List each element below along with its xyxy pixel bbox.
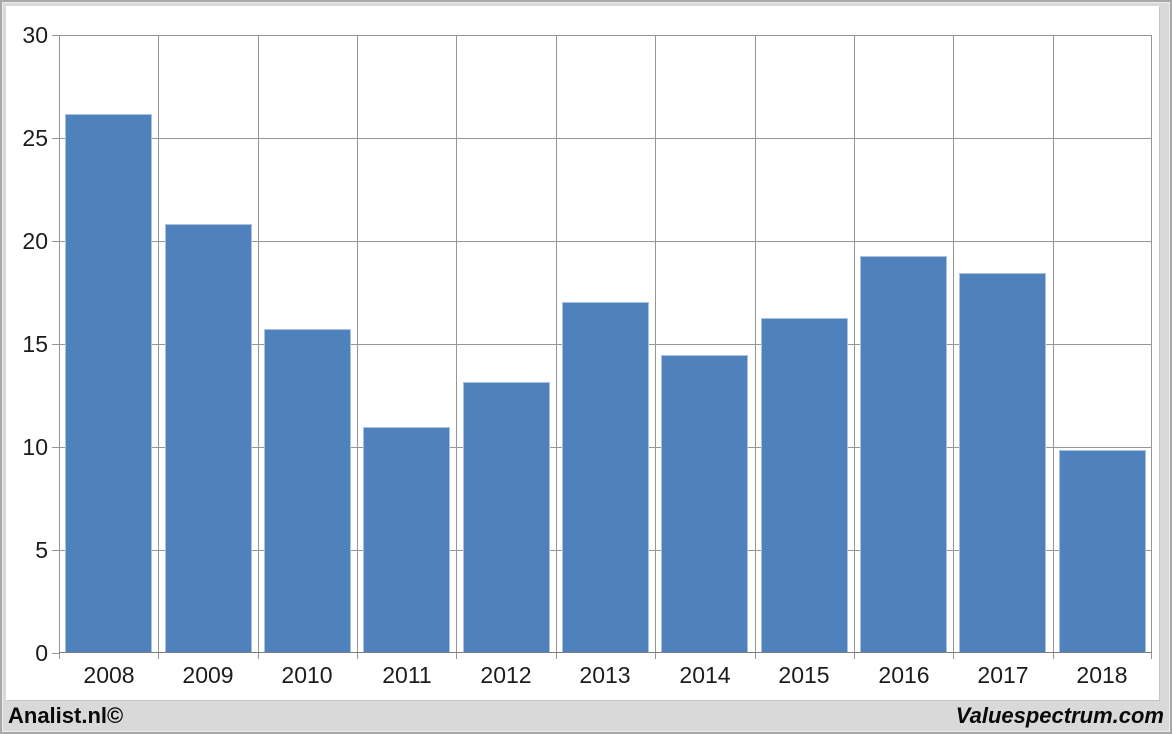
bar-2018 [1059,450,1146,652]
y-axis-tick [52,138,59,139]
x-gridline [1151,35,1152,653]
x-tick-label: 2008 [83,662,135,688]
x-tick-label: 2013 [579,662,631,688]
y-axis-tick [52,344,59,345]
x-tick-label: 2010 [281,662,333,688]
bar-2017 [959,273,1046,652]
bar-2011 [363,427,450,652]
x-gridline [953,35,954,653]
valuespectrum-brand: Valuespectrum.com [955,703,1164,728]
y-axis-tick [52,653,59,654]
x-axis-tick [456,653,457,659]
analist-brand: Analist.nl© [8,703,124,728]
x-axis-tick [59,653,60,659]
x-gridline [1053,35,1054,653]
bar-2014 [661,355,748,652]
x-axis-tick [556,653,557,659]
x-gridline [556,35,557,653]
x-gridline [655,35,656,653]
bar-2013 [562,302,649,652]
y-tick-label: 15 [22,331,48,357]
x-tick-label: 2015 [778,662,830,688]
y-tick-label: 20 [22,228,48,254]
y-gridline [59,241,1152,242]
x-gridline [456,35,457,653]
y-tick-label: 10 [22,434,48,460]
bar-2009 [165,224,252,652]
x-tick-label: 2009 [182,662,234,688]
x-tick-label: 2014 [679,662,731,688]
footer-bar: Analist.nl© Valuespectrum.com [2,700,1170,732]
y-tick-label: 30 [22,22,48,48]
y-axis-tick [52,241,59,242]
x-axis-tick [953,653,954,659]
x-tick-label: 2012 [480,662,532,688]
x-axis-tick [1151,653,1152,659]
x-tick-label: 2018 [1076,662,1128,688]
y-axis-tick [52,447,59,448]
x-axis-tick [1053,653,1054,659]
bar-2016 [860,256,947,652]
bar-2012 [463,382,550,652]
y-axis-tick [52,35,59,36]
x-gridline [59,35,60,653]
y-tick-label: 0 [35,640,48,666]
x-axis-tick [755,653,756,659]
y-tick-label: 25 [22,125,48,151]
x-gridline [854,35,855,653]
x-axis-tick [158,653,159,659]
y-gridline [59,138,1152,139]
x-axis-tick [258,653,259,659]
bar-2008 [65,114,152,652]
x-tick-label: 2016 [878,662,930,688]
x-tick-label: 2011 [382,662,432,688]
x-axis-line [59,652,1152,653]
x-axis-tick [357,653,358,659]
x-gridline [357,35,358,653]
x-gridline [755,35,756,653]
y-axis-tick [52,550,59,551]
y-tick-label: 5 [35,537,48,563]
plot-area [52,35,1152,659]
x-tick-label: 2017 [977,662,1029,688]
bar-2015 [761,318,848,652]
chart-panel: 0 5 10 15 20 25 30 2008 2009 2010 2011 2012 2013 201… [6,6,1159,700]
x-gridline [158,35,159,653]
bar-2010 [264,329,351,652]
x-gridline [258,35,259,653]
x-axis-tick [655,653,656,659]
y-gridline [59,35,1152,36]
x-axis-tick [854,653,855,659]
